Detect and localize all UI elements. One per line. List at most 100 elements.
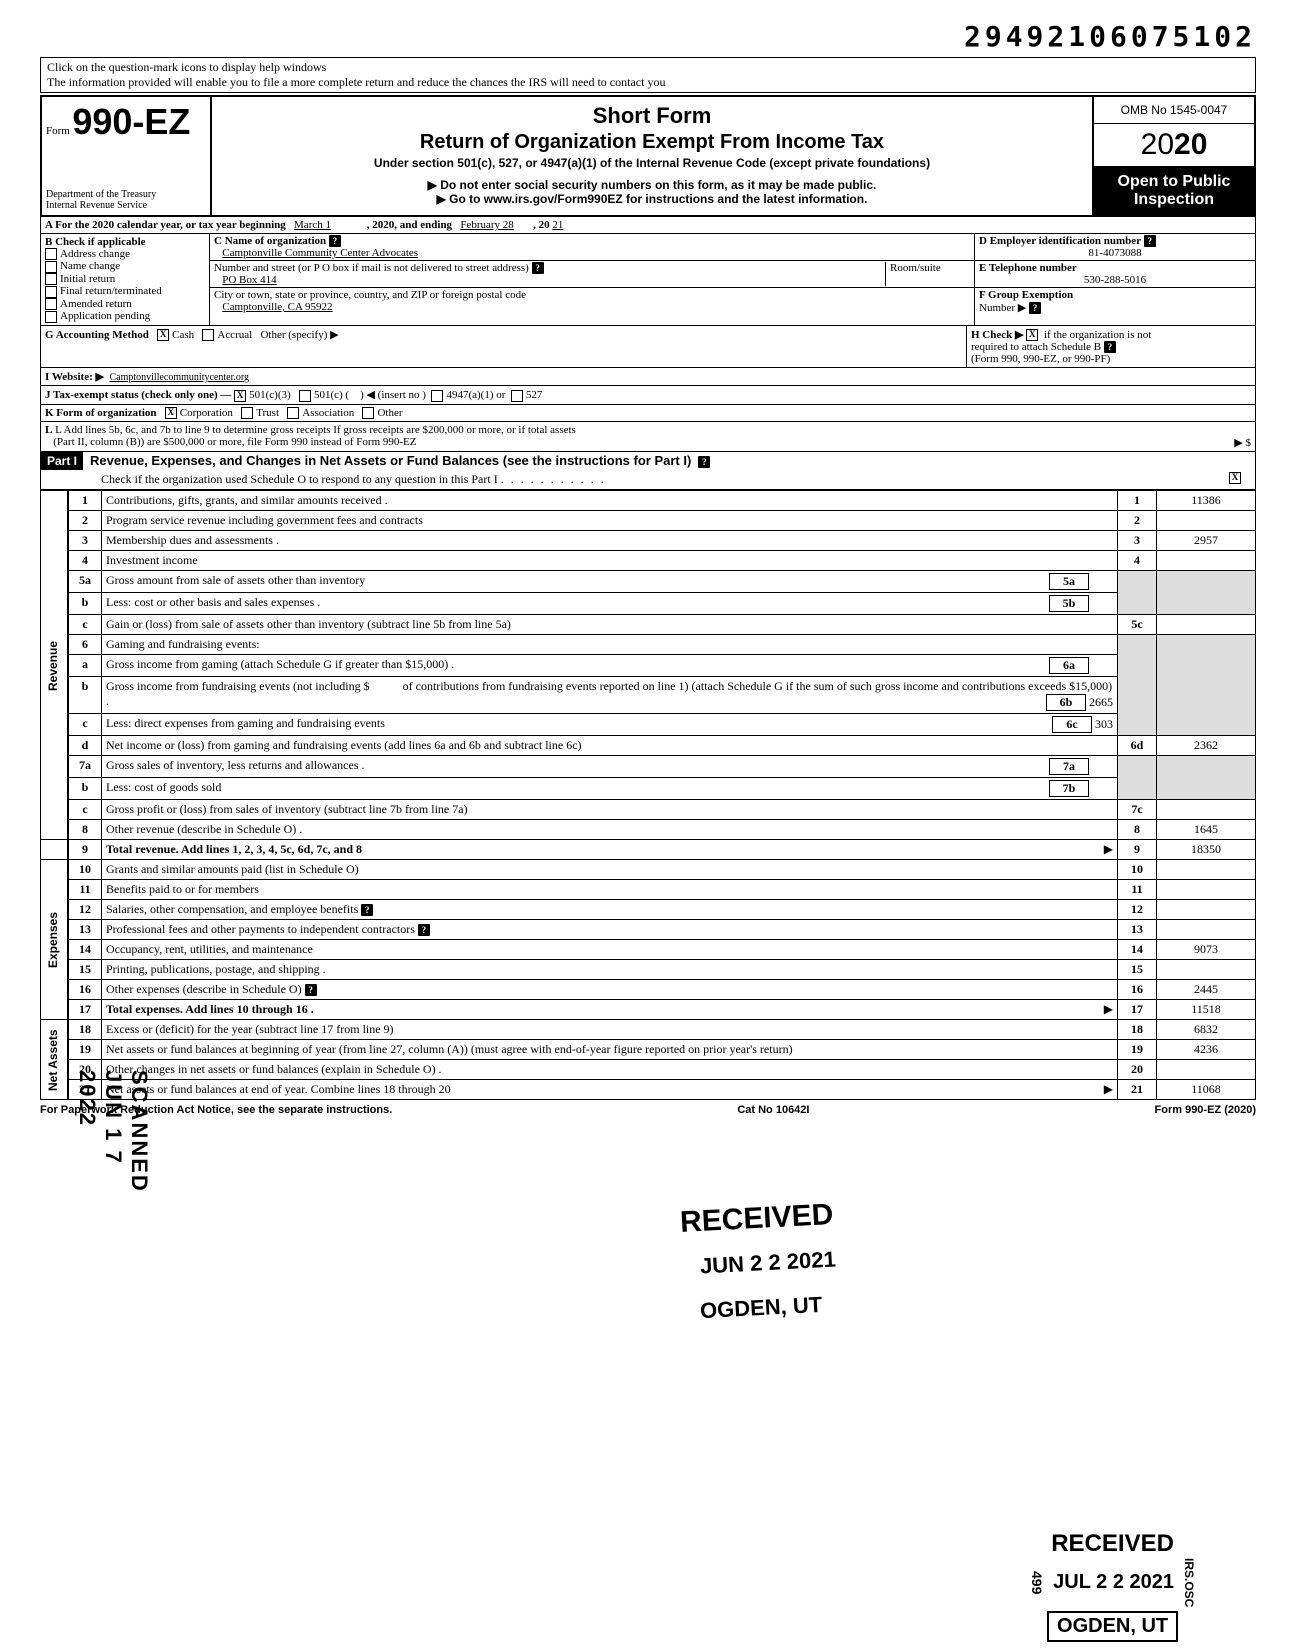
short-form-title: Short Form xyxy=(220,103,1084,129)
line-a-yr-label: , 20 xyxy=(533,219,550,231)
help-text-1: Click on the question-mark icons to disp… xyxy=(47,60,326,74)
help-banner: Click on the question-mark icons to disp… xyxy=(40,57,1256,93)
open-inspection: Open to Public Inspection xyxy=(1094,167,1254,215)
form-title: Return of Organization Exempt From Incom… xyxy=(220,131,1084,154)
section-j-label: J Tax-exempt status (check only one) — xyxy=(45,389,231,401)
ogden-stamp: OGDEN, UT xyxy=(699,1292,822,1324)
section-h-label: H Check ▶ xyxy=(971,329,1023,341)
line-a-mid: , 2020, and ending xyxy=(367,219,452,231)
help-icon[interactable]: ? xyxy=(698,456,710,468)
street-label: Number and street (or P O box if mail is… xyxy=(214,262,529,274)
section-l-text2: (Part II, column (B)) are $500,000 or mo… xyxy=(53,436,416,448)
section-i: I Website: ▶ Camptonvillecommunitycenter… xyxy=(40,368,1256,386)
check-trust[interactable] xyxy=(241,407,253,419)
help-icon[interactable]: ? xyxy=(361,904,373,916)
num-499: 499 xyxy=(1029,1571,1045,1594)
amount-2 xyxy=(1157,511,1256,531)
section-i-label: I Website: ▶ xyxy=(45,371,104,383)
sections-g-h: G Accounting Method Cash Accrual Other (… xyxy=(40,326,1256,368)
tax-year-end: February 28 xyxy=(460,219,530,231)
footer-mid: Cat No 10642I xyxy=(737,1104,809,1116)
street-value: PO Box 414 xyxy=(222,274,276,286)
tax-year: 2020 xyxy=(1094,124,1254,167)
lines-table: Revenue 1 Contributions, gifts, grants, … xyxy=(40,490,1256,1100)
section-g-label: G Accounting Method xyxy=(45,329,149,341)
help-icon[interactable]: ? xyxy=(329,235,341,247)
website-value: Camptonvillecommunitycenter.org xyxy=(109,372,249,383)
line-a: A For the 2020 calendar year, or tax yea… xyxy=(40,217,1256,234)
help-icon[interactable]: ? xyxy=(1104,341,1116,353)
check-501c[interactable] xyxy=(299,390,311,402)
goto-link: ▶ Go to www.irs.gov/Form990EZ for instru… xyxy=(220,192,1084,206)
check-pending[interactable] xyxy=(45,311,57,323)
amount-9: 18350 xyxy=(1157,840,1256,860)
check-other[interactable] xyxy=(362,407,374,419)
city-value: Camptonville, CA 95922 xyxy=(222,301,332,313)
help-icon[interactable]: ? xyxy=(418,924,430,936)
part-1-check-line: Check if the organization used Schedule … xyxy=(101,472,498,486)
help-icon[interactable]: ? xyxy=(1144,235,1156,247)
city-label: City or town, state or province, country… xyxy=(214,289,526,301)
check-name[interactable] xyxy=(45,261,57,273)
section-c: C Name of organization ? Camptonville Co… xyxy=(210,234,974,325)
val-6b: 2665 xyxy=(1089,695,1113,709)
part-1-label: Part I xyxy=(41,452,83,470)
check-h[interactable] xyxy=(1026,329,1038,341)
help-icon[interactable]: ? xyxy=(305,984,317,996)
amount-7c xyxy=(1157,800,1256,820)
check-final[interactable] xyxy=(45,286,57,298)
check-amended[interactable] xyxy=(45,298,57,310)
check-assoc[interactable] xyxy=(287,407,299,419)
check-527[interactable] xyxy=(511,390,523,402)
section-b: B Check if applicable Address change Nam… xyxy=(41,234,210,325)
amount-4 xyxy=(1157,551,1256,571)
section-j: J Tax-exempt status (check only one) — 5… xyxy=(40,386,1256,404)
amount-5c xyxy=(1157,615,1256,635)
val-6c: 303 xyxy=(1095,717,1113,731)
section-c-label: C Name of organization xyxy=(214,235,326,247)
check-address[interactable] xyxy=(45,248,57,260)
check-501c3[interactable] xyxy=(234,390,246,402)
ein-value: 81-4073088 xyxy=(979,247,1251,259)
footer: For Paperwork Reduction Act Notice, see … xyxy=(40,1100,1256,1116)
header-left: Form 990-EZ Department of the Treasury I… xyxy=(42,97,212,215)
irs-label: Internal Revenue Service xyxy=(46,200,206,211)
amount-10 xyxy=(1157,860,1256,880)
scanned-stamp: SCANNED JUN 1 7 2022 xyxy=(74,1070,152,1193)
help-icon[interactable]: ? xyxy=(1029,302,1041,314)
received-date-2: JUL 2 2 2021 xyxy=(1053,1571,1174,1594)
header-right: OMB No 1545-0047 2020 Open to Public Ins… xyxy=(1094,97,1254,215)
received-stamp: RECEIVED xyxy=(679,1198,834,1240)
help-text-2: The information provided will enable you… xyxy=(47,75,665,89)
dept-label: Department of the Treasury xyxy=(46,189,206,200)
received-date-stamp: JUN 2 2 2021 xyxy=(699,1246,836,1279)
part-1-header: Part I Revenue, Expenses, and Changes in… xyxy=(40,452,1256,490)
ssn-warning: ▶ Do not enter social security numbers o… xyxy=(220,178,1084,192)
check-4947[interactable] xyxy=(431,390,443,402)
document-id: 29492106075102 xyxy=(40,20,1256,53)
ogden-stamp-2: OGDEN, UT xyxy=(1047,1611,1178,1642)
amount-15 xyxy=(1157,960,1256,980)
check-corp[interactable] xyxy=(165,407,177,419)
expenses-label: Expenses xyxy=(41,860,69,1020)
amount-19: 4236 xyxy=(1157,1040,1256,1060)
check-schedule-o[interactable] xyxy=(1229,472,1241,484)
amount-20 xyxy=(1157,1060,1256,1080)
help-icon[interactable]: ? xyxy=(532,262,544,274)
org-name: Camptonville Community Center Advocates xyxy=(222,247,418,259)
irs-osc: IRS.OSC xyxy=(1182,1558,1196,1607)
phone-value: 530-288-5016 xyxy=(979,274,1251,286)
line-a-label: A For the 2020 calendar year, or tax yea… xyxy=(45,219,286,231)
amount-1: 11386 xyxy=(1157,491,1256,511)
section-k: K Form of organization Corporation Trust… xyxy=(40,405,1256,422)
tax-year-end-yr: 21 xyxy=(552,219,572,231)
revenue-label: Revenue xyxy=(41,491,69,840)
omb-number: OMB No 1545-0047 xyxy=(1094,97,1254,124)
netassets-label: Net Assets xyxy=(41,1020,69,1100)
check-initial[interactable] xyxy=(45,273,57,285)
check-cash[interactable] xyxy=(157,329,169,341)
section-e-label: E Telephone number xyxy=(979,262,1077,274)
check-accrual[interactable] xyxy=(202,329,214,341)
part-1-title: Revenue, Expenses, and Changes in Net As… xyxy=(86,451,695,470)
form-container: 29492106075102 Click on the question-mar… xyxy=(40,20,1256,1116)
